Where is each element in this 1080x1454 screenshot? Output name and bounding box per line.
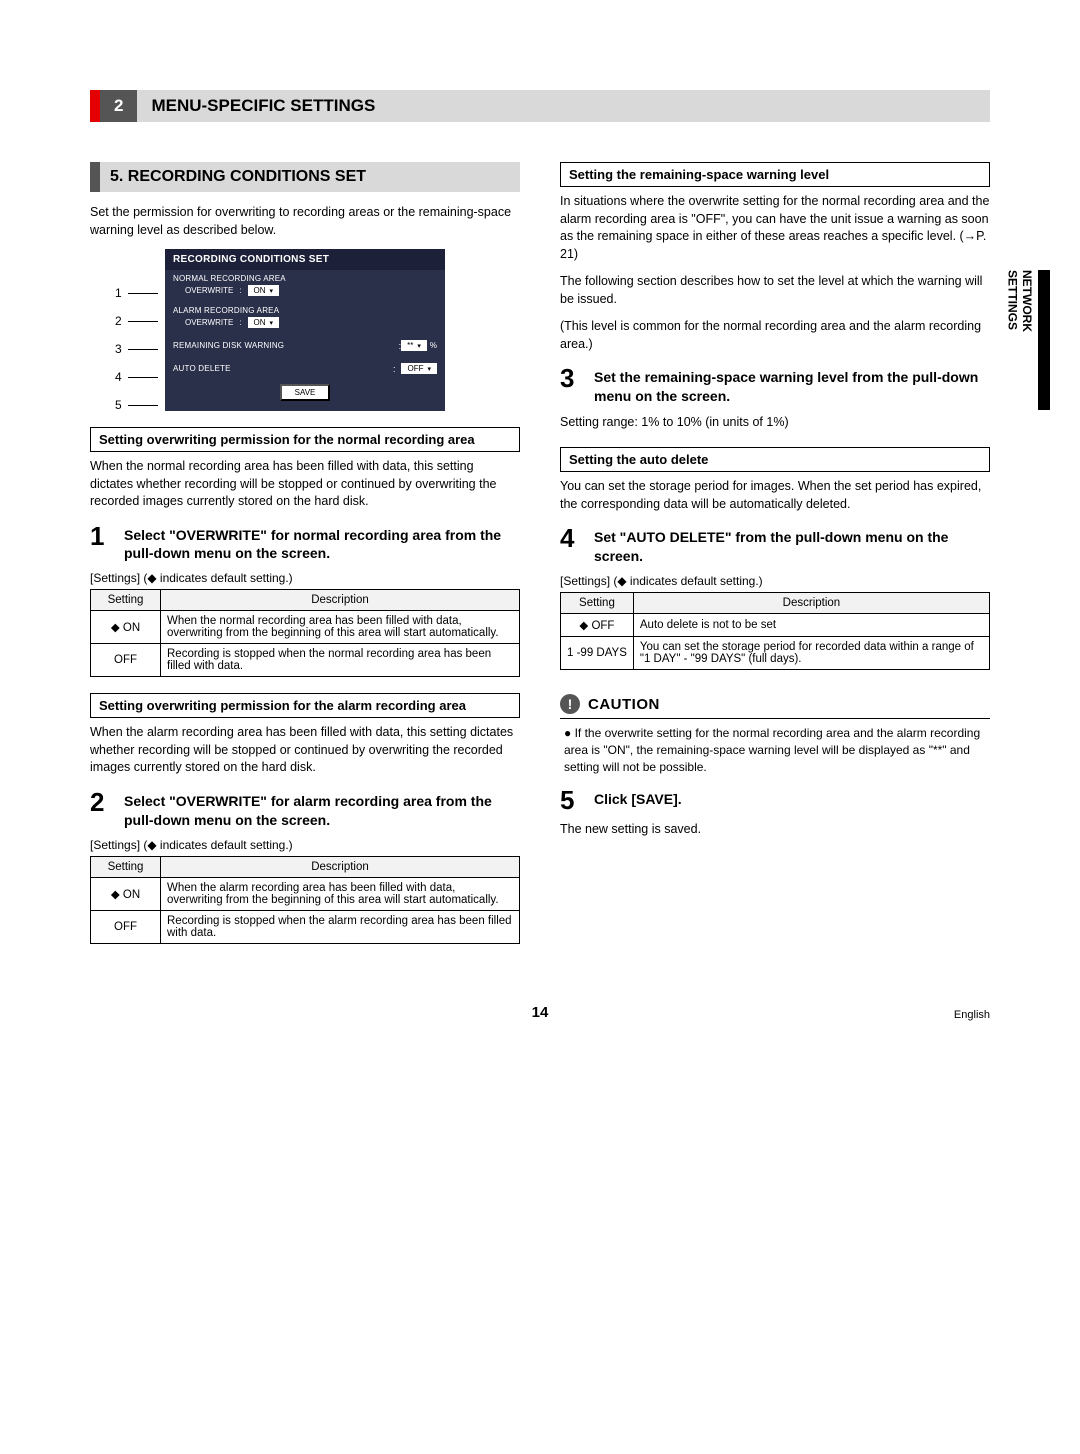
box1-body: When the normal recording area has been … xyxy=(90,458,520,511)
callout-3: 3 xyxy=(115,334,122,364)
box4-title: Setting the auto delete xyxy=(560,447,990,472)
box4-body: You can set the storage period for image… xyxy=(560,478,990,513)
page-number: 14 xyxy=(90,1004,990,1021)
row1-label: NORMAL RECORDING AREA xyxy=(173,274,437,283)
row4-label: AUTO DELETE xyxy=(173,364,393,373)
step1-table: Setting Description ◆ ON When the normal… xyxy=(90,589,520,677)
step-3: 3 Set the remaining-space warning level … xyxy=(560,365,990,406)
step5-num: 5 xyxy=(560,787,584,813)
left-column: 5. RECORDING CONDITIONS SET Set the perm… xyxy=(90,162,520,944)
row2-label: ALARM RECORDING AREA xyxy=(173,306,437,315)
box3-title: Setting the remaining-space warning leve… xyxy=(560,162,990,187)
s2r2-desc: Recording is stopped when the alarm reco… xyxy=(161,910,520,943)
step3-text: Set the remaining-space warning level fr… xyxy=(594,365,990,406)
step2-note: [Settings] (◆ indicates default setting.… xyxy=(90,838,520,852)
box2-body: When the alarm recording area has been f… xyxy=(90,724,520,777)
step-5: 5 Click [SAVE]. xyxy=(560,787,990,813)
s4r2-desc: You can set the storage period for recor… xyxy=(633,637,989,670)
remaining-warning-select[interactable]: ** xyxy=(401,340,427,351)
step2-table: Setting Description ◆ ON When the alarm … xyxy=(90,856,520,944)
chapter-number: 2 xyxy=(100,90,137,122)
callout-5: 5 xyxy=(115,390,122,420)
s2r1-desc: When the alarm recording area has been f… xyxy=(161,877,520,910)
step2-num: 2 xyxy=(90,789,114,815)
auto-delete-select[interactable]: OFF xyxy=(401,363,437,374)
callout-numbers: 1 2 3 4 5 xyxy=(115,279,158,419)
step3-num: 3 xyxy=(560,365,584,391)
save-button[interactable]: SAVE xyxy=(280,384,330,401)
th-setting4: Setting xyxy=(561,593,634,614)
step5-text: Click [SAVE]. xyxy=(594,787,682,809)
th-desc2: Description xyxy=(161,856,520,877)
settings-screenshot: 1 2 3 4 5 RECORDING CONDITIONS SET NORMA… xyxy=(165,249,445,411)
box3-body3: (This level is common for the normal rec… xyxy=(560,318,990,353)
s4r1-desc: Auto delete is not to be set xyxy=(633,614,989,637)
callout-4: 4 xyxy=(115,362,122,392)
caution-label: CAUTION xyxy=(588,696,660,713)
right-column: Setting the remaining-space warning leve… xyxy=(560,162,990,849)
chapter-header: 2 MENU-SPECIFIC SETTINGS xyxy=(90,90,990,122)
box3-body2: The following section describes how to s… xyxy=(560,273,990,308)
step5-body: The new setting is saved. xyxy=(560,821,990,839)
chapter-accent: 2 xyxy=(90,90,137,122)
box2-title: Setting overwriting permission for the a… xyxy=(90,693,520,718)
language-label: English xyxy=(954,1009,990,1021)
step1-note: [Settings] (◆ indicates default setting.… xyxy=(90,571,520,585)
th-desc: Description xyxy=(161,590,520,611)
box3-body1: In situations where the overwrite settin… xyxy=(560,193,990,263)
intro-text: Set the permission for overwriting to re… xyxy=(90,204,520,239)
s2r1-setting: ◆ ON xyxy=(91,877,161,910)
callout-2: 2 xyxy=(115,306,122,336)
row1-sublabel: OVERWRITE xyxy=(185,286,233,295)
step4-num: 4 xyxy=(560,525,584,551)
step-2: 2 Select "OVERWRITE" for alarm recording… xyxy=(90,789,520,830)
th-desc4: Description xyxy=(633,593,989,614)
s1r2-desc: Recording is stopped when the normal rec… xyxy=(161,644,520,677)
s1r2-setting: OFF xyxy=(91,644,161,677)
step3-range: Setting range: 1% to 10% (in units of 1%… xyxy=(560,414,990,432)
section-title: 5. RECORDING CONDITIONS SET xyxy=(90,162,520,192)
row3-label: REMAINING DISK WARNING xyxy=(173,341,399,350)
step-4: 4 Set "AUTO DELETE" from the pull-down m… xyxy=(560,525,990,566)
step1-text: Select "OVERWRITE" for normal recording … xyxy=(124,523,520,564)
sidetab-line1: NETWORK xyxy=(1020,270,1034,332)
alarm-overwrite-select[interactable]: ON xyxy=(248,317,280,328)
callout-1: 1 xyxy=(115,278,122,308)
step4-note: [Settings] (◆ indicates default setting.… xyxy=(560,574,990,588)
normal-overwrite-select[interactable]: ON xyxy=(248,285,280,296)
box1-title: Setting overwriting permission for the n… xyxy=(90,427,520,452)
step-1: 1 Select "OVERWRITE" for normal recordin… xyxy=(90,523,520,564)
step4-table: Setting Description ◆ OFF Auto delete is… xyxy=(560,592,990,670)
s2r2-setting: OFF xyxy=(91,910,161,943)
side-tab: NETWORK SETTINGS xyxy=(1005,270,1050,410)
s4r2-setting: 1 -99 DAYS xyxy=(561,637,634,670)
chapter-title: MENU-SPECIFIC SETTINGS xyxy=(137,90,990,122)
panel-title: RECORDING CONDITIONS SET xyxy=(165,249,445,270)
step4-text: Set "AUTO DELETE" from the pull-down men… xyxy=(594,525,990,566)
s1r1-setting: ◆ ON xyxy=(91,611,161,644)
s1r1-desc: When the normal recording area has been … xyxy=(161,611,520,644)
percent-unit: % xyxy=(430,341,437,350)
th-setting: Setting xyxy=(91,590,161,611)
caution-icon: ! xyxy=(560,694,580,714)
th-setting2: Setting xyxy=(91,856,161,877)
step2-text: Select "OVERWRITE" for alarm recording a… xyxy=(124,789,520,830)
caution-header: ! CAUTION xyxy=(560,694,990,719)
step1-num: 1 xyxy=(90,523,114,549)
sidetab-line2: SETTINGS xyxy=(1006,270,1020,330)
row2-sublabel: OVERWRITE xyxy=(185,318,233,327)
s4r1-setting: ◆ OFF xyxy=(561,614,634,637)
caution-body: If the overwrite setting for the normal … xyxy=(560,725,990,775)
